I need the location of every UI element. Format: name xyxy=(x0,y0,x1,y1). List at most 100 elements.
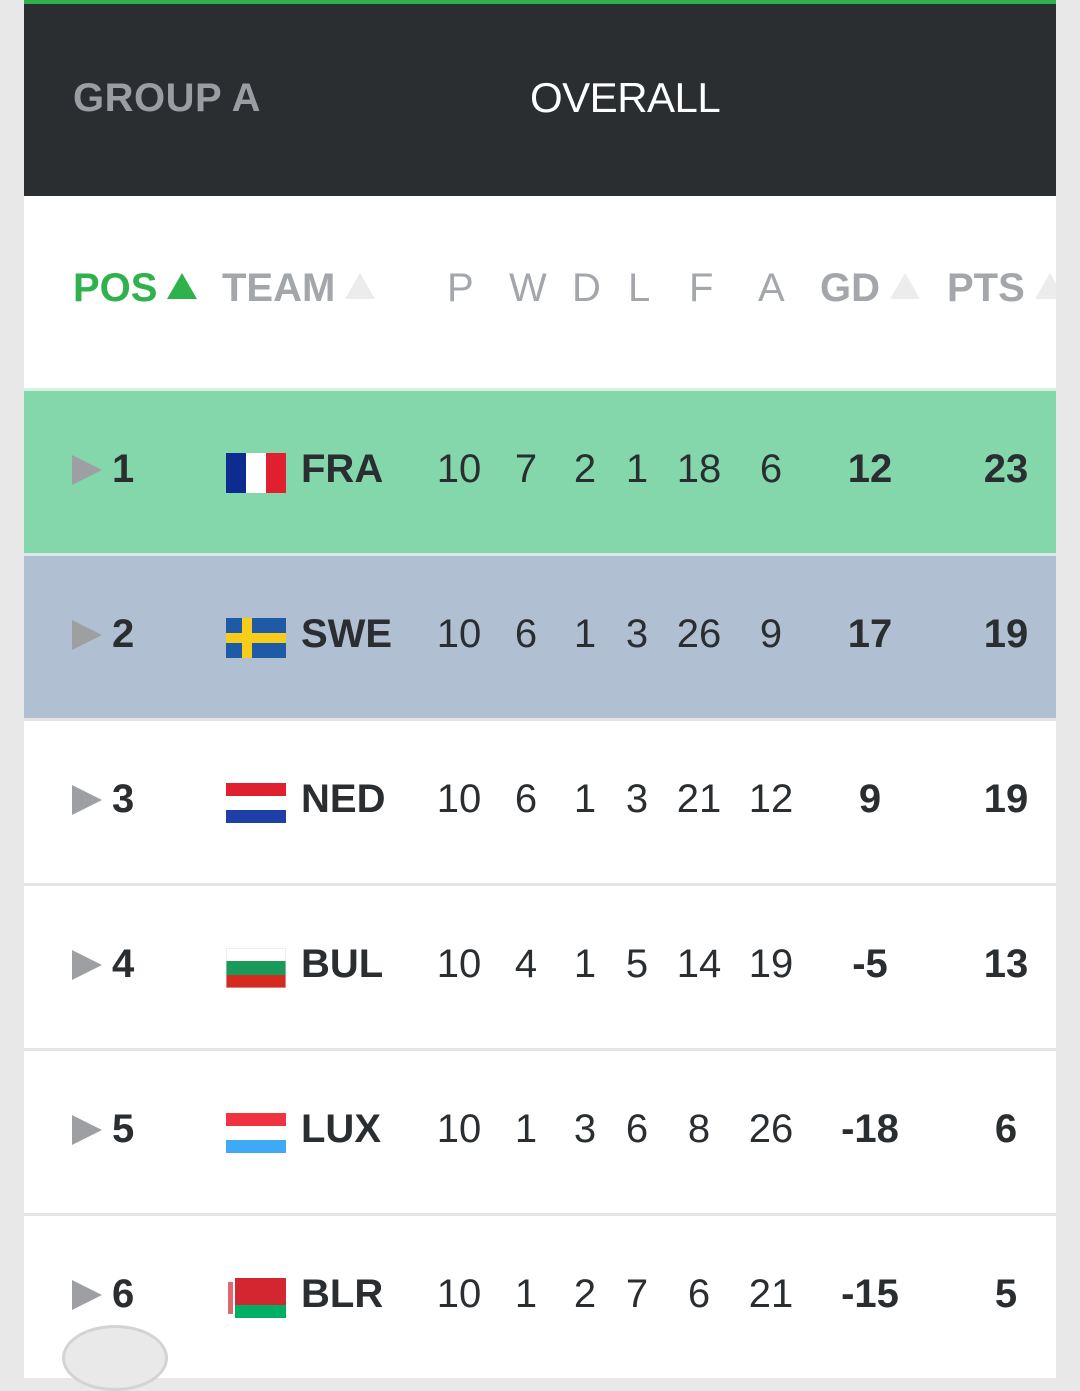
goals-against: 19 xyxy=(748,942,794,986)
position: 3 xyxy=(112,777,135,821)
belarus-flag-icon xyxy=(226,1278,286,1318)
luxembourg-flag-icon xyxy=(226,1113,286,1153)
drawn: 3 xyxy=(573,1107,597,1151)
position: 1 xyxy=(112,447,135,491)
standings-table: 1 FRA 10 7 2 1 18 6 12 23 2 SWE 10 6 1 3… xyxy=(24,388,1056,1378)
points: 13 xyxy=(983,942,1029,986)
sort-pts-header[interactable]: PTS xyxy=(947,266,1056,311)
won: 6 xyxy=(514,612,538,656)
points: 6 xyxy=(994,1107,1018,1151)
points: 19 xyxy=(983,777,1029,821)
lost-header: L xyxy=(628,266,651,310)
expand-arrow-icon[interactable] xyxy=(72,455,102,485)
goals-for: 6 xyxy=(687,1272,711,1316)
drawn-header: D xyxy=(572,266,601,310)
sort-pos-header[interactable]: POS xyxy=(73,266,198,311)
sort-gd-header[interactable]: GD xyxy=(820,266,920,311)
sort-ascending-icon xyxy=(167,273,198,300)
france-flag-icon xyxy=(226,453,286,493)
expand-arrow-icon[interactable] xyxy=(72,950,102,980)
lost: 5 xyxy=(625,942,649,986)
goal-difference: 17 xyxy=(847,612,893,656)
netherlands-flag-icon xyxy=(226,783,286,823)
group-title: GROUP A xyxy=(73,76,261,120)
lost: 6 xyxy=(625,1107,649,1151)
table-row[interactable]: 1 FRA 10 7 2 1 18 6 12 23 xyxy=(24,388,1056,553)
top-accent-line xyxy=(24,0,1056,4)
goals-against: 6 xyxy=(759,447,783,491)
sort-icon xyxy=(1034,273,1056,300)
table-row[interactable]: 3 NED 10 6 1 3 21 12 9 19 xyxy=(24,718,1056,883)
won: 7 xyxy=(514,447,538,491)
won: 1 xyxy=(514,1107,538,1151)
position: 4 xyxy=(112,942,135,986)
lost: 3 xyxy=(625,612,649,656)
drawn: 1 xyxy=(573,942,597,986)
position: 6 xyxy=(112,1272,135,1316)
goals-against: 12 xyxy=(748,777,794,821)
sort-team-header[interactable]: TEAM xyxy=(222,266,376,311)
goal-difference: -5 xyxy=(852,942,888,986)
goal-difference: -15 xyxy=(841,1272,899,1316)
expand-arrow-icon[interactable] xyxy=(72,620,102,650)
goal-difference: 9 xyxy=(858,777,882,821)
team-name: NED xyxy=(301,777,386,821)
position: 5 xyxy=(112,1107,135,1151)
expand-arrow-icon[interactable] xyxy=(72,1280,102,1310)
team-name: BUL xyxy=(301,942,384,986)
points: 19 xyxy=(983,612,1029,656)
table-row[interactable]: 6 BLR 10 1 2 7 6 21 -15 5 xyxy=(24,1213,1056,1378)
expand-arrow-icon[interactable] xyxy=(72,785,102,815)
goals-against: 21 xyxy=(748,1272,794,1316)
expand-arrow-icon[interactable] xyxy=(72,1115,102,1145)
drawn: 2 xyxy=(573,447,597,491)
played: 10 xyxy=(436,777,482,821)
goals-against: 26 xyxy=(748,1107,794,1151)
team-name: BLR xyxy=(301,1272,384,1316)
standings-header: GROUP A OVERALL xyxy=(24,4,1056,196)
goals-for-header: F xyxy=(689,266,714,310)
bulgaria-flag-icon xyxy=(226,948,286,988)
floating-button-partial[interactable] xyxy=(62,1325,168,1391)
goals-against-header: A xyxy=(758,266,785,310)
table-row[interactable]: 5 LUX 10 1 3 6 8 26 -18 6 xyxy=(24,1048,1056,1213)
drawn: 1 xyxy=(573,777,597,821)
team-name: FRA xyxy=(301,447,384,491)
tab-overall[interactable]: OVERALL xyxy=(530,74,721,121)
won: 6 xyxy=(514,777,538,821)
goals-against: 9 xyxy=(759,612,783,656)
position: 2 xyxy=(112,612,135,656)
team-name: LUX xyxy=(301,1107,381,1151)
pts-header-label: PTS xyxy=(947,266,1025,310)
lost: 1 xyxy=(625,447,649,491)
goal-difference: 12 xyxy=(847,447,893,491)
won-header: W xyxy=(509,266,547,310)
lost: 7 xyxy=(625,1272,649,1316)
goal-difference: -18 xyxy=(841,1107,899,1151)
goals-for: 8 xyxy=(687,1107,711,1151)
played: 10 xyxy=(436,942,482,986)
points: 23 xyxy=(983,447,1029,491)
column-headers: POS TEAM P W D L F A GD PTS xyxy=(24,196,1056,388)
team-header-label: TEAM xyxy=(222,266,336,310)
table-row[interactable]: 4 BUL 10 4 1 5 14 19 -5 13 xyxy=(24,883,1056,1048)
sort-icon xyxy=(890,273,920,300)
played: 10 xyxy=(436,612,482,656)
sort-icon xyxy=(345,273,376,300)
gd-header-label: GD xyxy=(820,266,880,310)
goals-for: 26 xyxy=(676,612,722,656)
drawn: 2 xyxy=(573,1272,597,1316)
pos-header-label: POS xyxy=(73,266,158,310)
points: 5 xyxy=(994,1272,1018,1316)
won: 1 xyxy=(514,1272,538,1316)
played: 10 xyxy=(436,1272,482,1316)
goals-for: 14 xyxy=(676,942,722,986)
team-name: SWE xyxy=(301,612,393,656)
drawn: 1 xyxy=(573,612,597,656)
goals-for: 21 xyxy=(676,777,722,821)
played-header: P xyxy=(447,266,474,310)
sweden-flag-icon xyxy=(226,618,286,658)
lost: 3 xyxy=(625,777,649,821)
won: 4 xyxy=(514,942,538,986)
table-row[interactable]: 2 SWE 10 6 1 3 26 9 17 19 xyxy=(24,553,1056,718)
